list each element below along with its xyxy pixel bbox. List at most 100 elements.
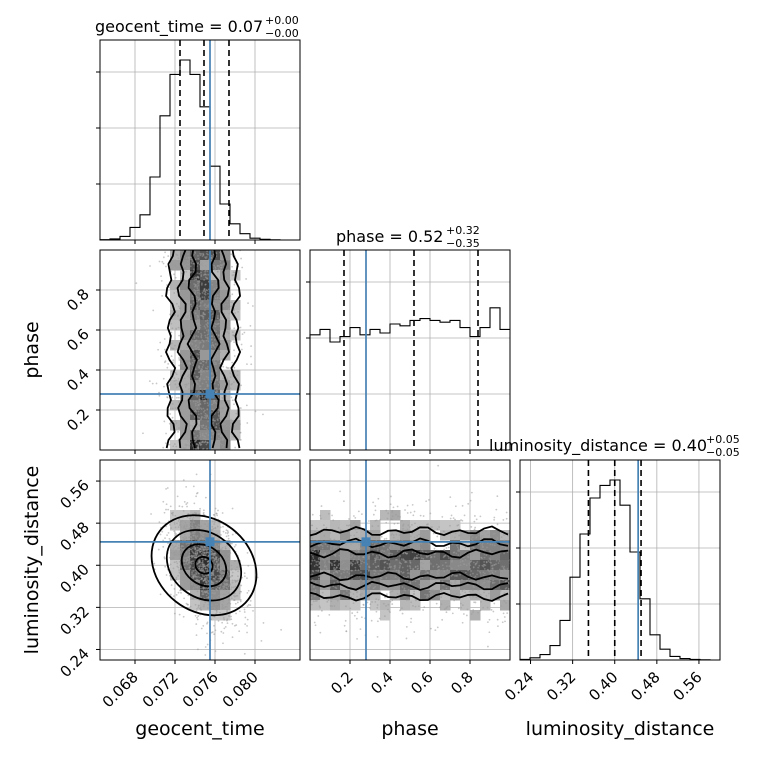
sample-point <box>431 526 433 528</box>
sample-point <box>205 260 208 263</box>
sample-point <box>483 591 485 594</box>
sample-point <box>207 376 210 379</box>
sample-point <box>205 594 208 597</box>
sample-point <box>219 276 221 279</box>
sample-point <box>212 549 214 552</box>
sample-point <box>437 572 439 575</box>
sample-point <box>206 319 209 322</box>
sample-point <box>422 584 425 587</box>
sample-point <box>195 576 198 578</box>
sample-point <box>224 419 227 421</box>
sample-point <box>195 381 198 384</box>
sample-point <box>368 590 371 593</box>
sample-point <box>207 565 210 567</box>
sample-point <box>219 294 222 297</box>
sample-point <box>175 422 178 425</box>
sample-point <box>190 554 193 557</box>
density-cell <box>170 570 181 581</box>
sample-point <box>167 542 169 545</box>
density-cell <box>190 270 201 281</box>
sample-point <box>178 334 181 337</box>
sample-point <box>454 505 457 508</box>
sample-point <box>217 606 220 609</box>
sample-point <box>233 624 236 627</box>
sample-point <box>207 587 210 590</box>
sample-point <box>409 559 411 562</box>
sample-point <box>218 380 221 383</box>
sample-point <box>367 570 370 572</box>
sample-point <box>493 518 496 521</box>
sample-point <box>205 375 208 378</box>
sample-point <box>222 305 225 307</box>
sample-point <box>373 578 376 581</box>
sample-point <box>198 398 201 401</box>
sample-point <box>372 513 375 516</box>
sample-point <box>222 642 224 645</box>
sample-point <box>431 593 433 596</box>
sample-point <box>205 564 208 567</box>
sample-point <box>207 349 210 352</box>
sample-point <box>177 400 180 403</box>
sample-point <box>214 563 217 566</box>
sample-point <box>189 265 192 268</box>
sample-point <box>171 407 174 410</box>
contour-c2-bottom <box>310 580 509 591</box>
sample-point <box>176 302 178 305</box>
sample-point <box>457 564 460 567</box>
sample-point <box>219 322 222 325</box>
sample-point <box>420 566 423 569</box>
sample-point <box>201 432 204 435</box>
sample-point <box>458 549 461 551</box>
sample-point <box>199 302 202 304</box>
sample-point <box>183 533 186 536</box>
sample-point <box>190 305 193 308</box>
sample-point <box>182 353 185 356</box>
sample-point <box>402 524 404 527</box>
sample-point <box>481 544 484 546</box>
sample-point <box>418 539 421 542</box>
sample-point <box>186 505 188 508</box>
sample-point <box>169 593 172 596</box>
sample-point <box>467 502 470 505</box>
sample-point <box>204 283 207 286</box>
sample-point <box>477 566 480 569</box>
sample-point <box>482 571 485 574</box>
sample-point <box>197 648 199 651</box>
density-cell <box>350 590 361 601</box>
density-cell <box>390 570 401 581</box>
sample-point <box>229 576 232 578</box>
sample-point <box>197 254 199 257</box>
sample-point <box>437 596 440 598</box>
sample-point <box>194 436 197 439</box>
sample-point <box>191 582 194 585</box>
sample-point <box>214 380 217 383</box>
sample-point <box>348 572 351 575</box>
sample-point <box>382 602 385 605</box>
sample-point <box>204 273 206 276</box>
sample-point <box>197 572 200 575</box>
sample-point <box>177 574 179 577</box>
sample-point <box>239 423 241 426</box>
sample-point <box>214 552 217 554</box>
sample-point <box>338 562 341 565</box>
sample-point <box>206 428 208 431</box>
sample-point <box>232 586 235 589</box>
sample-point <box>166 487 169 489</box>
sample-point <box>173 273 175 276</box>
sample-point <box>233 366 236 369</box>
sample-point <box>391 599 394 602</box>
sample-point <box>352 602 355 605</box>
sample-point <box>488 631 491 634</box>
sample-point <box>403 587 406 590</box>
density-cell <box>170 320 181 331</box>
sample-point <box>339 490 341 493</box>
sample-point <box>198 305 201 308</box>
sample-point <box>464 558 467 561</box>
sample-point <box>211 256 214 258</box>
sample-point <box>187 395 189 398</box>
sample-point <box>492 610 495 613</box>
sample-point <box>172 567 175 570</box>
sample-point <box>197 280 200 283</box>
sample-point <box>338 559 340 562</box>
sample-point <box>230 564 233 567</box>
